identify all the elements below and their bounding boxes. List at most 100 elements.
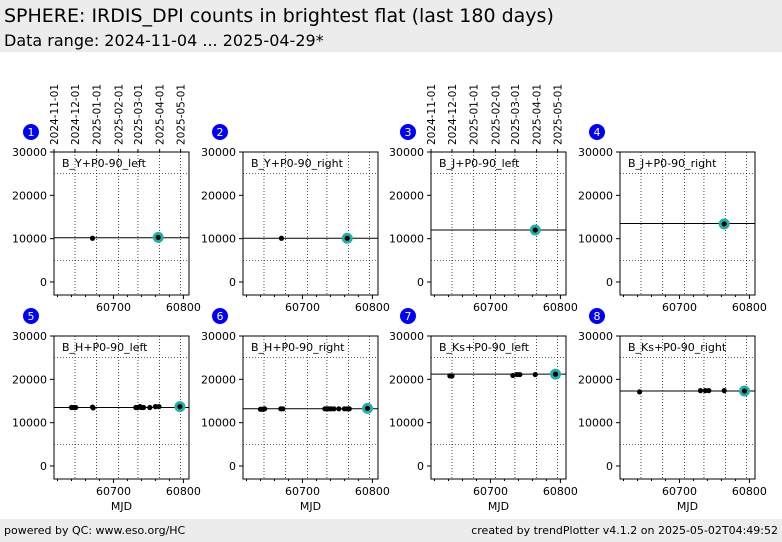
panel-label: B_Ks+P0-90_left	[439, 341, 530, 354]
y-tick-label: 20000	[578, 373, 613, 386]
y-tick-label: 20000	[389, 189, 424, 202]
panel-label: B_H+P0-90_left	[62, 341, 148, 354]
data-point	[331, 406, 337, 412]
y-tick-label: 10000	[201, 417, 236, 430]
x-tick-label: 60700	[285, 301, 320, 314]
y-tick-label: 10000	[578, 417, 613, 430]
index-badge	[212, 308, 228, 324]
plot-frame	[619, 151, 756, 296]
subplot-2: 2 0 10000 20000 30000 60700 60800 B_Y+P0-90_rig…	[201, 124, 390, 314]
date-tick-label: 2025-05-01	[553, 84, 565, 145]
y-tick-label: 0	[40, 460, 47, 473]
index-badge	[400, 308, 416, 324]
y-tick-label: 0	[417, 460, 424, 473]
x-axis-label: MJD	[677, 500, 698, 513]
subplot-8: 8 0 10000 20000 30000 60700 60800 MJD B_Ks+P0-90…	[578, 308, 767, 513]
y-tick-label: 30000	[578, 146, 613, 159]
subplot-6: 6 0 10000 20000 30000 60700 60800 MJD B_H+P0-90_…	[201, 308, 390, 513]
y-tick-label: 20000	[201, 189, 236, 202]
data-point	[721, 221, 727, 227]
y-tick-label: 30000	[12, 146, 47, 159]
index-badge	[589, 124, 605, 140]
y-tick-label: 0	[229, 276, 236, 289]
date-tick-label: 2024-11-01	[426, 84, 438, 145]
data-point	[697, 388, 704, 394]
y-tick-label: 30000	[389, 146, 424, 159]
data-point	[552, 371, 559, 377]
date-tick-label: 2024-12-01	[70, 84, 82, 145]
data-point	[344, 235, 350, 241]
data-point	[89, 235, 96, 241]
x-tick-label: 60800	[543, 485, 578, 498]
y-tick-label: 0	[606, 276, 613, 289]
x-tick-label: 60800	[355, 485, 390, 498]
data-point	[532, 371, 538, 378]
index-badge	[212, 124, 228, 140]
data-point	[449, 373, 455, 379]
data-point	[721, 388, 727, 394]
date-tick-label: 2025-04-01	[532, 84, 544, 145]
panel-label: B_J+P0-90_left	[439, 157, 520, 170]
plot-frame	[242, 335, 379, 480]
subplot-3: 3 0 10000 20000 30000 60700 60800 2024-11-01 202…	[389, 84, 578, 314]
data-point	[155, 234, 161, 240]
panel-label: B_Y+P0-90_left	[62, 157, 147, 170]
date-tick-label: 2025-02-01	[113, 84, 125, 145]
x-tick-label: 60700	[285, 485, 320, 498]
x-tick-label: 60700	[96, 485, 131, 498]
y-tick-label: 20000	[389, 373, 424, 386]
data-point	[636, 389, 643, 395]
data-point	[278, 235, 285, 241]
y-tick-label: 10000	[201, 233, 236, 246]
y-tick-label: 20000	[201, 373, 236, 386]
plot-frame	[242, 151, 379, 296]
date-tick-label: 2025-04-01	[155, 84, 167, 145]
x-tick-label: 60800	[355, 301, 390, 314]
date-tick-label: 2025-05-01	[176, 84, 188, 145]
x-tick-label: 60700	[473, 485, 508, 498]
panel-label: B_Ks+P0-90_right	[628, 341, 727, 354]
plot-frame	[53, 335, 190, 480]
date-tick-label: 2024-11-01	[49, 84, 61, 145]
y-tick-label: 30000	[578, 330, 613, 343]
panel-label: B_Y+P0-90_right	[251, 157, 344, 170]
x-tick-label: 60700	[662, 301, 697, 314]
index-badge-label: 8	[594, 310, 601, 323]
index-badge	[400, 124, 416, 140]
x-tick-label: 60700	[662, 485, 697, 498]
y-tick-label: 20000	[12, 189, 47, 202]
date-tick-label: 2025-03-01	[133, 84, 145, 145]
data-point	[346, 406, 352, 412]
x-axis-label: MJD	[488, 500, 509, 513]
y-tick-label: 30000	[389, 330, 424, 343]
x-tick-label: 60800	[732, 485, 767, 498]
index-badge-label: 2	[217, 126, 224, 139]
subplot-5: 5 0 10000 20000 30000 60700 60800 MJD B_H+P0-90_…	[12, 308, 201, 513]
index-badge-label: 6	[217, 310, 224, 323]
data-point	[364, 405, 371, 411]
date-tick-label: 2025-01-01	[469, 84, 481, 145]
x-tick-label: 60800	[166, 301, 201, 314]
y-tick-label: 30000	[201, 146, 236, 159]
y-tick-label: 10000	[389, 417, 424, 430]
data-point	[280, 406, 286, 412]
data-point	[177, 404, 183, 410]
x-axis-label: MJD	[111, 500, 132, 513]
date-tick-label: 2024-12-01	[447, 84, 459, 145]
subplot-1: 1 0 10000 20000 30000 60700 60800 2024-11-01 202…	[12, 84, 201, 314]
y-tick-label: 30000	[12, 330, 47, 343]
date-tick-label: 2025-03-01	[510, 84, 522, 145]
data-point	[741, 388, 748, 394]
x-tick-label: 60800	[543, 301, 578, 314]
y-tick-label: 10000	[389, 233, 424, 246]
data-point	[262, 406, 268, 412]
date-tick-label: 2025-01-01	[92, 84, 104, 145]
y-tick-label: 0	[40, 276, 47, 289]
data-point	[156, 404, 162, 410]
index-badge-label: 4	[594, 126, 601, 139]
data-point	[517, 371, 523, 378]
x-tick-label: 60800	[166, 485, 201, 498]
data-point	[73, 404, 79, 411]
header: SPHERE: IRDIS_DPI counts in brightest fl…	[0, 0, 782, 52]
